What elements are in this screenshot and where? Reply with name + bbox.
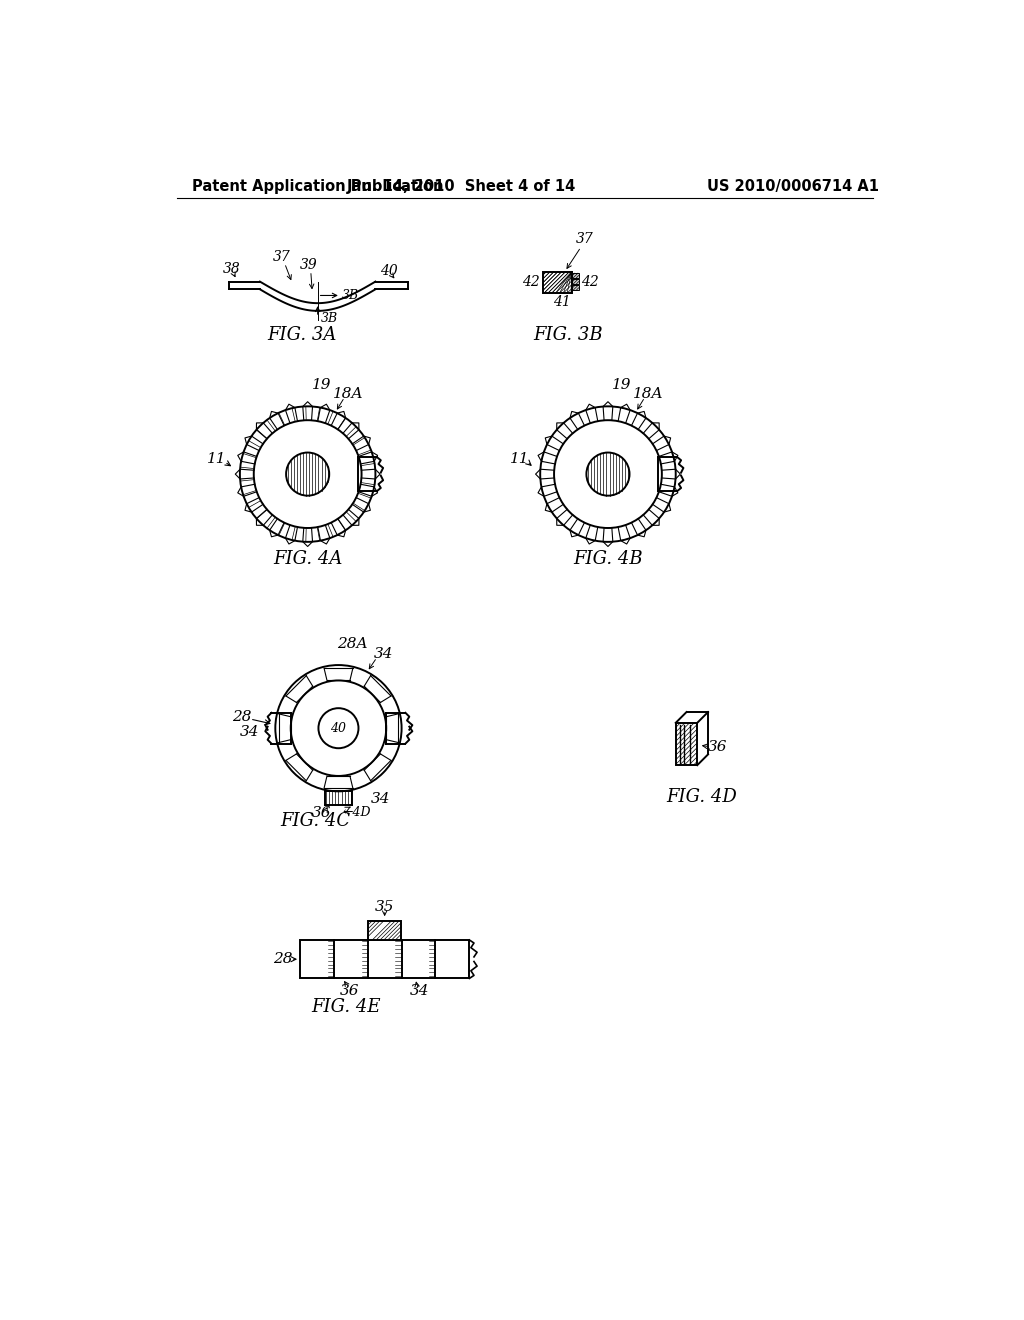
Text: 37: 37 bbox=[575, 232, 594, 247]
Bar bbox=[543, 272, 571, 293]
Bar bbox=[300, 940, 469, 978]
Text: 37: 37 bbox=[272, 249, 291, 264]
Text: 42: 42 bbox=[522, 276, 540, 289]
Text: 28: 28 bbox=[273, 952, 293, 966]
Text: FIG. 4A: FIG. 4A bbox=[273, 550, 342, 568]
Bar bbox=[369, 921, 400, 940]
Text: 40: 40 bbox=[331, 722, 346, 735]
Text: 40: 40 bbox=[380, 264, 397, 277]
Text: 3B: 3B bbox=[321, 312, 338, 325]
Text: 35: 35 bbox=[375, 900, 394, 913]
Text: 11: 11 bbox=[510, 451, 529, 466]
Text: FIG. 4C: FIG. 4C bbox=[281, 812, 350, 829]
Text: 39: 39 bbox=[300, 257, 318, 272]
Text: US 2010/0006714 A1: US 2010/0006714 A1 bbox=[707, 180, 879, 194]
Circle shape bbox=[286, 453, 330, 496]
Text: FIG. 3A: FIG. 3A bbox=[267, 326, 336, 345]
Text: 19: 19 bbox=[612, 378, 632, 392]
Text: FIG. 4E: FIG. 4E bbox=[311, 998, 381, 1016]
Text: FIG. 3B: FIG. 3B bbox=[534, 326, 603, 345]
Circle shape bbox=[587, 453, 630, 496]
Circle shape bbox=[318, 708, 358, 748]
Text: 3B: 3B bbox=[342, 289, 359, 302]
Text: 19: 19 bbox=[311, 378, 332, 392]
Text: 36: 36 bbox=[311, 807, 332, 820]
Text: 34: 34 bbox=[371, 792, 390, 807]
Text: FIG. 4D: FIG. 4D bbox=[667, 788, 737, 807]
Text: 36: 36 bbox=[708, 741, 727, 755]
Text: 34: 34 bbox=[374, 647, 393, 660]
Text: 11: 11 bbox=[207, 451, 226, 466]
Bar bbox=[571, 280, 579, 284]
Text: Patent Application Publication: Patent Application Publication bbox=[193, 180, 443, 194]
Bar bbox=[571, 285, 579, 290]
Text: 34: 34 bbox=[241, 725, 260, 739]
Text: 41: 41 bbox=[553, 296, 570, 309]
Text: Jan. 14, 2010  Sheet 4 of 14: Jan. 14, 2010 Sheet 4 of 14 bbox=[347, 180, 577, 194]
Text: 18A: 18A bbox=[333, 387, 362, 401]
Text: 28: 28 bbox=[232, 710, 252, 723]
Text: 38: 38 bbox=[223, 263, 241, 276]
Bar bbox=[676, 723, 697, 766]
Bar bbox=[571, 273, 579, 277]
Text: 34: 34 bbox=[410, 983, 429, 998]
Text: 18A: 18A bbox=[633, 387, 664, 401]
Text: 42: 42 bbox=[582, 276, 599, 289]
Text: ←4D: ←4D bbox=[342, 807, 371, 820]
Text: 36: 36 bbox=[340, 983, 359, 998]
Text: 28A: 28A bbox=[337, 636, 368, 651]
Text: FIG. 4B: FIG. 4B bbox=[573, 550, 643, 568]
